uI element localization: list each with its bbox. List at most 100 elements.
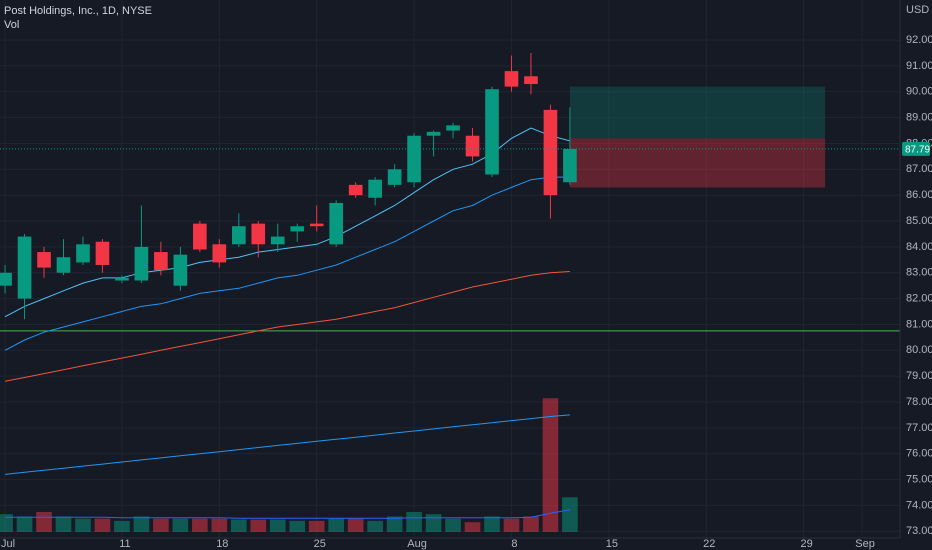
candle-body: [387, 169, 402, 185]
volume-bar: [172, 518, 189, 532]
volume-label: Vol: [4, 19, 19, 31]
candle-body: [446, 125, 460, 131]
y-tick-label: 78.00: [906, 396, 932, 408]
y-tick-label: 87.00: [906, 163, 932, 175]
volume-bar: [425, 514, 442, 532]
candle-body: [329, 202, 344, 245]
y-tick-label: 84.00: [906, 241, 932, 253]
y-tick-label: 79.00: [906, 370, 932, 382]
volume-bar: [562, 497, 578, 532]
candle-body: [309, 223, 324, 227]
x-tick-label: Jul: [1, 538, 15, 550]
volume-bar: [367, 520, 383, 532]
plot: [0, 52, 900, 532]
volume-bar: [94, 518, 111, 532]
candle-body: [95, 241, 110, 265]
volume-bar: [250, 519, 267, 532]
x-tick-label: 29: [801, 538, 813, 550]
volume-bar: [542, 398, 559, 532]
candle-body: [173, 254, 188, 286]
stop-zone: [569, 138, 826, 188]
candle-body: [543, 109, 558, 196]
candle-body: [251, 223, 266, 245]
x-tick-label: Sep: [855, 538, 875, 550]
volume-bar: [36, 511, 52, 532]
candle-body: [465, 135, 480, 157]
grid: [0, 0, 900, 538]
volume-bar: [269, 519, 286, 532]
y-tick-label: 91.00: [906, 60, 932, 72]
y-tick-label: 85.00: [906, 215, 932, 227]
volume-bar: [386, 516, 403, 532]
x-tick-label: 11: [119, 538, 130, 550]
volume-bar: [55, 516, 72, 532]
candle-body: [231, 226, 246, 245]
candle-body: [270, 236, 285, 245]
chart-title: Post Holdings, Inc., 1D, NYSE: [4, 5, 152, 17]
moving-average-line: [4, 176, 570, 351]
candle-body: [56, 257, 71, 273]
x-tick-label: 25: [314, 538, 326, 550]
volume-bar: [75, 518, 91, 532]
candle-body: [0, 272, 12, 286]
y-tick-label: 92.00: [906, 34, 932, 46]
y-tick-label: 75.00: [906, 473, 932, 485]
volume-bar: [211, 518, 228, 532]
candle-body: [290, 226, 305, 232]
volume-bar: [133, 516, 150, 532]
volume-bar: [308, 520, 325, 532]
volume-bar: [153, 518, 169, 532]
x-tick-label: Aug: [407, 538, 427, 550]
candle-body: [524, 76, 538, 85]
y-tick-label: 80.00: [906, 344, 932, 356]
x-tick-label: 8: [511, 538, 517, 550]
candle-body: [348, 184, 363, 196]
y-tick-label: 83.00: [906, 267, 932, 279]
volume-bar: [464, 522, 481, 532]
y-tick-label: 81.00: [906, 318, 932, 330]
x-tick-label: 22: [703, 538, 715, 550]
volume-bar: [347, 518, 364, 532]
y-tick-label: 74.00: [906, 499, 932, 511]
volume-bar: [406, 511, 422, 532]
moving-average-line: [5, 414, 570, 475]
candle-body: [115, 277, 129, 281]
candle-body: [563, 148, 577, 183]
last-price-label: 87.79: [905, 145, 930, 156]
candle-body: [193, 223, 207, 250]
y-tick-label: 82.00: [906, 293, 932, 305]
moving-average-line: [4, 127, 571, 318]
candle-body: [212, 244, 227, 263]
candle-body: [154, 252, 168, 271]
candle-body: [37, 252, 51, 268]
currency-label: USD: [906, 4, 929, 16]
y-tick-label: 90.00: [906, 86, 932, 98]
y-tick-label: 77.00: [906, 422, 932, 434]
y-tick-label: 89.00: [906, 112, 932, 124]
volume-bar: [0, 514, 13, 532]
candle-body: [407, 135, 421, 183]
candle-body: [485, 89, 499, 175]
candle-body: [368, 179, 382, 198]
volume-bar: [484, 516, 500, 532]
target-zone: [569, 86, 826, 139]
candle-body: [426, 131, 441, 136]
volume-bar: [328, 518, 345, 532]
volume-bar: [16, 516, 33, 532]
volume-bar: [289, 520, 306, 532]
volume-bar: [503, 518, 520, 532]
last-price-box: [902, 141, 930, 156]
x-tick-label: 15: [606, 538, 618, 550]
y-tick-label: 86.00: [906, 189, 932, 201]
volume-bar: [192, 518, 208, 532]
y-tick-label: 76.00: [906, 448, 932, 460]
volume-bar: [445, 518, 461, 532]
candle-body: [17, 236, 32, 299]
moving-average-line: [5, 271, 570, 382]
x-tick-label: 18: [216, 538, 228, 550]
candle-body: [76, 244, 90, 263]
candle-body: [504, 71, 519, 87]
candle-body: [134, 246, 149, 281]
